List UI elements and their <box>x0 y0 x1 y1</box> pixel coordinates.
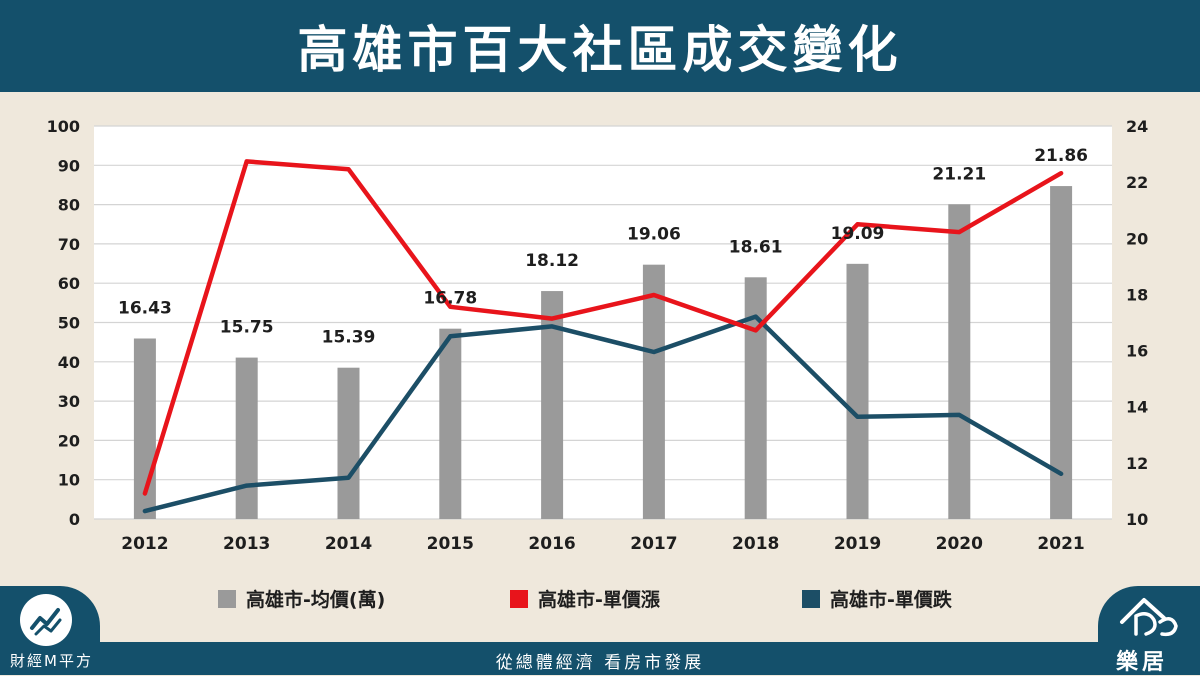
bar <box>541 291 564 519</box>
x-tick-label: 2012 <box>121 534 168 554</box>
y-right-tick-label: 10 <box>1126 510 1148 529</box>
brand-right-name: 樂居 <box>1116 650 1169 675</box>
y-left-tick-label: 80 <box>58 196 80 215</box>
y-right-tick-label: 18 <box>1126 285 1148 304</box>
header-banner: 高雄市百大社區成交變化 <box>0 0 1200 92</box>
house-logo-icon <box>1120 598 1178 637</box>
x-tick-label: 2020 <box>936 534 983 554</box>
y-left-tick-label: 30 <box>58 392 80 411</box>
y-right-tick-label: 12 <box>1126 454 1148 473</box>
legend-label: 高雄市-單價跌 <box>830 588 953 611</box>
x-tick-label: 2015 <box>427 534 474 554</box>
bar <box>642 264 665 519</box>
trend-logo-icon <box>30 608 62 636</box>
bar-data-label: 21.86 <box>1034 146 1088 166</box>
bar-data-label: 16.78 <box>423 289 477 309</box>
legend-swatch <box>802 590 820 608</box>
fall-series-line <box>142 314 1064 514</box>
y-left-tick-label: 100 <box>47 117 80 136</box>
bar <box>948 204 971 520</box>
x-tick-label: 2018 <box>732 534 779 554</box>
x-tick-label: 2021 <box>1037 534 1084 554</box>
y-right-tick-label: 14 <box>1126 398 1148 417</box>
brand-left-name: 財經M平方 <box>10 652 93 670</box>
x-tick-label: 2014 <box>325 534 372 554</box>
x-tick-label: 2019 <box>834 534 881 554</box>
chart-title: 高雄市百大社區成交變化 <box>297 21 903 79</box>
x-tick-label: 2016 <box>528 534 575 554</box>
y-left-tick-label: 40 <box>58 353 80 372</box>
footer-slogan: 從總體經濟 看房市發展 <box>495 653 705 673</box>
bar <box>846 263 869 519</box>
legend-swatch <box>510 590 528 608</box>
bar-data-label: 15.39 <box>322 328 376 348</box>
legend-swatch <box>218 590 236 608</box>
y-left-tick-label: 50 <box>58 314 80 333</box>
bar-data-label: 19.06 <box>627 225 681 245</box>
bar <box>235 357 258 519</box>
bar-data-label: 15.75 <box>220 318 274 338</box>
legend-label: 高雄市-均價(萬) <box>246 588 385 611</box>
y-left-tick-label: 10 <box>58 471 80 490</box>
brand-left-logo <box>20 594 72 646</box>
bar-data-label: 21.21 <box>932 164 986 184</box>
y-left-tick-label: 70 <box>58 235 80 254</box>
rise-series-line <box>142 159 1064 496</box>
bar-data-label: 16.43 <box>118 299 172 319</box>
x-tick-label: 2017 <box>630 534 677 554</box>
y-left-tick-label: 60 <box>58 274 80 293</box>
brand-right-tab <box>1098 586 1200 675</box>
bar <box>744 277 767 519</box>
bar <box>337 367 360 519</box>
y-right-tick-label: 20 <box>1126 229 1148 248</box>
y-right-tick-label: 24 <box>1126 117 1148 136</box>
y-left-tick-label: 90 <box>58 156 80 175</box>
x-tick-label: 2013 <box>223 534 270 554</box>
y-right-tick-label: 22 <box>1126 173 1148 192</box>
legend-label: 高雄市-單價漲 <box>538 588 661 611</box>
bar-data-label: 19.09 <box>831 224 885 244</box>
bar <box>1050 186 1073 519</box>
y-left-tick-label: 20 <box>58 431 80 450</box>
footer-bar: 從總體經濟 看房市發展 <box>0 642 1200 675</box>
y-right-tick-label: 16 <box>1126 342 1148 361</box>
bar <box>439 328 462 519</box>
bar-data-label: 18.61 <box>729 237 783 257</box>
y-left-tick-label: 0 <box>69 510 80 529</box>
bar-data-label: 18.12 <box>525 251 579 271</box>
